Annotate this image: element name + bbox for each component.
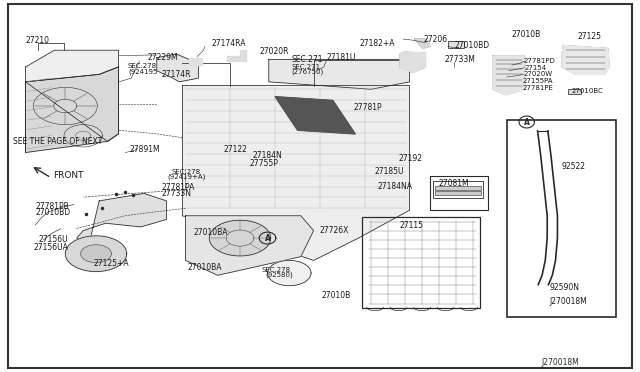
Text: 27010BA: 27010BA xyxy=(188,263,222,272)
Text: 27155PA: 27155PA xyxy=(522,78,553,84)
Text: 27726X: 27726X xyxy=(320,226,349,235)
Text: 27733N: 27733N xyxy=(161,189,191,198)
Text: A: A xyxy=(524,118,530,126)
Text: 27781PD: 27781PD xyxy=(524,58,556,64)
Polygon shape xyxy=(65,236,127,272)
Text: 27115: 27115 xyxy=(400,221,424,230)
Text: 27192: 27192 xyxy=(399,154,423,163)
Polygon shape xyxy=(186,216,314,275)
Polygon shape xyxy=(400,52,426,73)
Text: 27020W: 27020W xyxy=(524,71,553,77)
Text: 27210: 27210 xyxy=(26,36,50,45)
Polygon shape xyxy=(157,54,198,82)
Text: (924195: (924195 xyxy=(128,68,157,75)
Text: SEC.278: SEC.278 xyxy=(261,267,291,273)
Text: 27229M: 27229M xyxy=(147,53,178,62)
Bar xyxy=(435,191,481,195)
Text: A: A xyxy=(264,234,271,243)
Text: SEC.271: SEC.271 xyxy=(292,64,321,70)
Text: 27010BD: 27010BD xyxy=(35,208,70,217)
Text: 27125: 27125 xyxy=(577,32,602,41)
Text: 27010B: 27010B xyxy=(512,30,541,39)
Text: 92522: 92522 xyxy=(562,162,586,171)
Polygon shape xyxy=(189,58,202,65)
Text: J270018M: J270018M xyxy=(549,297,587,306)
Text: 27184N: 27184N xyxy=(253,151,282,160)
Text: 27156UA: 27156UA xyxy=(34,243,68,251)
Polygon shape xyxy=(182,86,410,260)
Text: J270018M: J270018M xyxy=(541,358,579,367)
Bar xyxy=(448,41,464,48)
Text: 27781P: 27781P xyxy=(354,103,383,112)
Text: 27010BA: 27010BA xyxy=(194,228,228,237)
Polygon shape xyxy=(209,220,271,256)
Polygon shape xyxy=(26,67,118,153)
Text: 27154: 27154 xyxy=(525,65,547,71)
Text: 27010BC: 27010BC xyxy=(572,88,604,94)
Bar xyxy=(430,176,488,210)
Text: 27010BD: 27010BD xyxy=(454,41,490,50)
Text: 27185U: 27185U xyxy=(374,167,404,176)
Polygon shape xyxy=(269,60,410,89)
Polygon shape xyxy=(275,97,355,134)
Text: (92580): (92580) xyxy=(266,272,293,278)
Text: 27174RA: 27174RA xyxy=(211,39,246,48)
Polygon shape xyxy=(268,260,311,286)
Text: 27125+A: 27125+A xyxy=(93,259,129,267)
Text: 27020R: 27020R xyxy=(259,47,289,56)
Text: SEC.271: SEC.271 xyxy=(292,55,323,64)
Text: FRONT: FRONT xyxy=(53,171,84,180)
Polygon shape xyxy=(77,193,166,242)
Text: (92419+A): (92419+A) xyxy=(168,174,206,180)
Text: 27891M: 27891M xyxy=(130,145,161,154)
Bar xyxy=(568,89,581,94)
Text: 27206: 27206 xyxy=(424,35,448,44)
Text: SEC.278: SEC.278 xyxy=(172,169,201,175)
Text: 27781PE: 27781PE xyxy=(522,85,553,91)
Text: 27181U: 27181U xyxy=(326,53,356,62)
Text: 27156U: 27156U xyxy=(38,235,68,244)
Text: 27184NA: 27184NA xyxy=(378,182,413,191)
Polygon shape xyxy=(26,67,118,153)
Text: 27122: 27122 xyxy=(223,145,247,154)
Polygon shape xyxy=(81,245,111,263)
Text: SEE THE PAGE OF NEXT: SEE THE PAGE OF NEXT xyxy=(13,137,102,146)
Polygon shape xyxy=(562,45,609,74)
Text: 27755P: 27755P xyxy=(250,159,278,168)
Bar xyxy=(433,181,483,198)
Text: 27781PA: 27781PA xyxy=(161,183,195,192)
Text: (276750): (276750) xyxy=(292,69,324,76)
Text: 27010B: 27010B xyxy=(321,291,351,300)
Text: 27781PB: 27781PB xyxy=(35,202,69,211)
Polygon shape xyxy=(227,50,246,61)
Text: 27733M: 27733M xyxy=(445,55,476,64)
Polygon shape xyxy=(26,50,118,82)
Bar xyxy=(507,120,616,317)
Text: 27174R: 27174R xyxy=(162,70,191,79)
Polygon shape xyxy=(493,56,525,95)
Bar xyxy=(435,186,481,190)
Text: SEC.278: SEC.278 xyxy=(128,63,157,69)
Text: 27081M: 27081M xyxy=(438,179,469,187)
Bar xyxy=(362,217,480,308)
Text: 27182+A: 27182+A xyxy=(360,39,395,48)
Text: 92590N: 92590N xyxy=(549,283,579,292)
Polygon shape xyxy=(415,39,430,48)
